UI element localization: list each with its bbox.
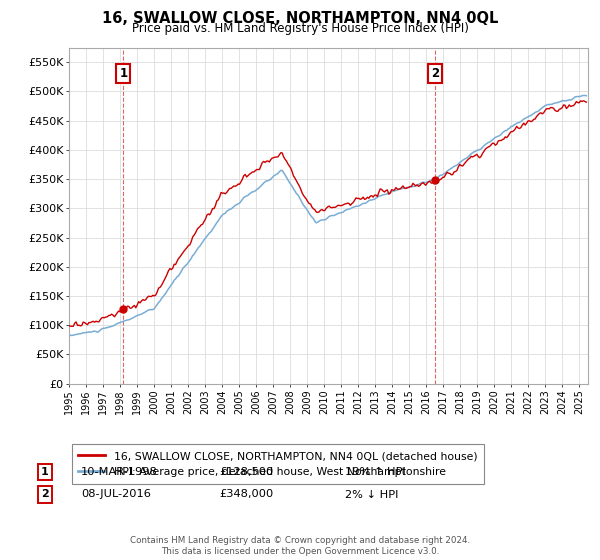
Text: Price paid vs. HM Land Registry's House Price Index (HPI): Price paid vs. HM Land Registry's House … <box>131 22 469 35</box>
Text: £348,000: £348,000 <box>219 489 273 500</box>
Text: 2: 2 <box>41 489 49 500</box>
Text: 2: 2 <box>431 67 439 81</box>
Text: £128,500: £128,500 <box>219 467 273 477</box>
Text: 16, SWALLOW CLOSE, NORTHAMPTON, NN4 0QL: 16, SWALLOW CLOSE, NORTHAMPTON, NN4 0QL <box>102 11 498 26</box>
Text: 1: 1 <box>41 467 49 477</box>
Text: 10-MAR-1998: 10-MAR-1998 <box>81 467 158 477</box>
Text: 08-JUL-2016: 08-JUL-2016 <box>81 489 151 500</box>
Text: Contains HM Land Registry data © Crown copyright and database right 2024.
This d: Contains HM Land Registry data © Crown c… <box>130 536 470 556</box>
Text: 1: 1 <box>119 67 127 81</box>
Text: 2% ↓ HPI: 2% ↓ HPI <box>345 489 398 500</box>
Text: 19% ↑ HPI: 19% ↑ HPI <box>345 467 406 477</box>
Legend: 16, SWALLOW CLOSE, NORTHAMPTON, NN4 0QL (detached house), HPI: Average price, de: 16, SWALLOW CLOSE, NORTHAMPTON, NN4 0QL … <box>72 445 484 484</box>
